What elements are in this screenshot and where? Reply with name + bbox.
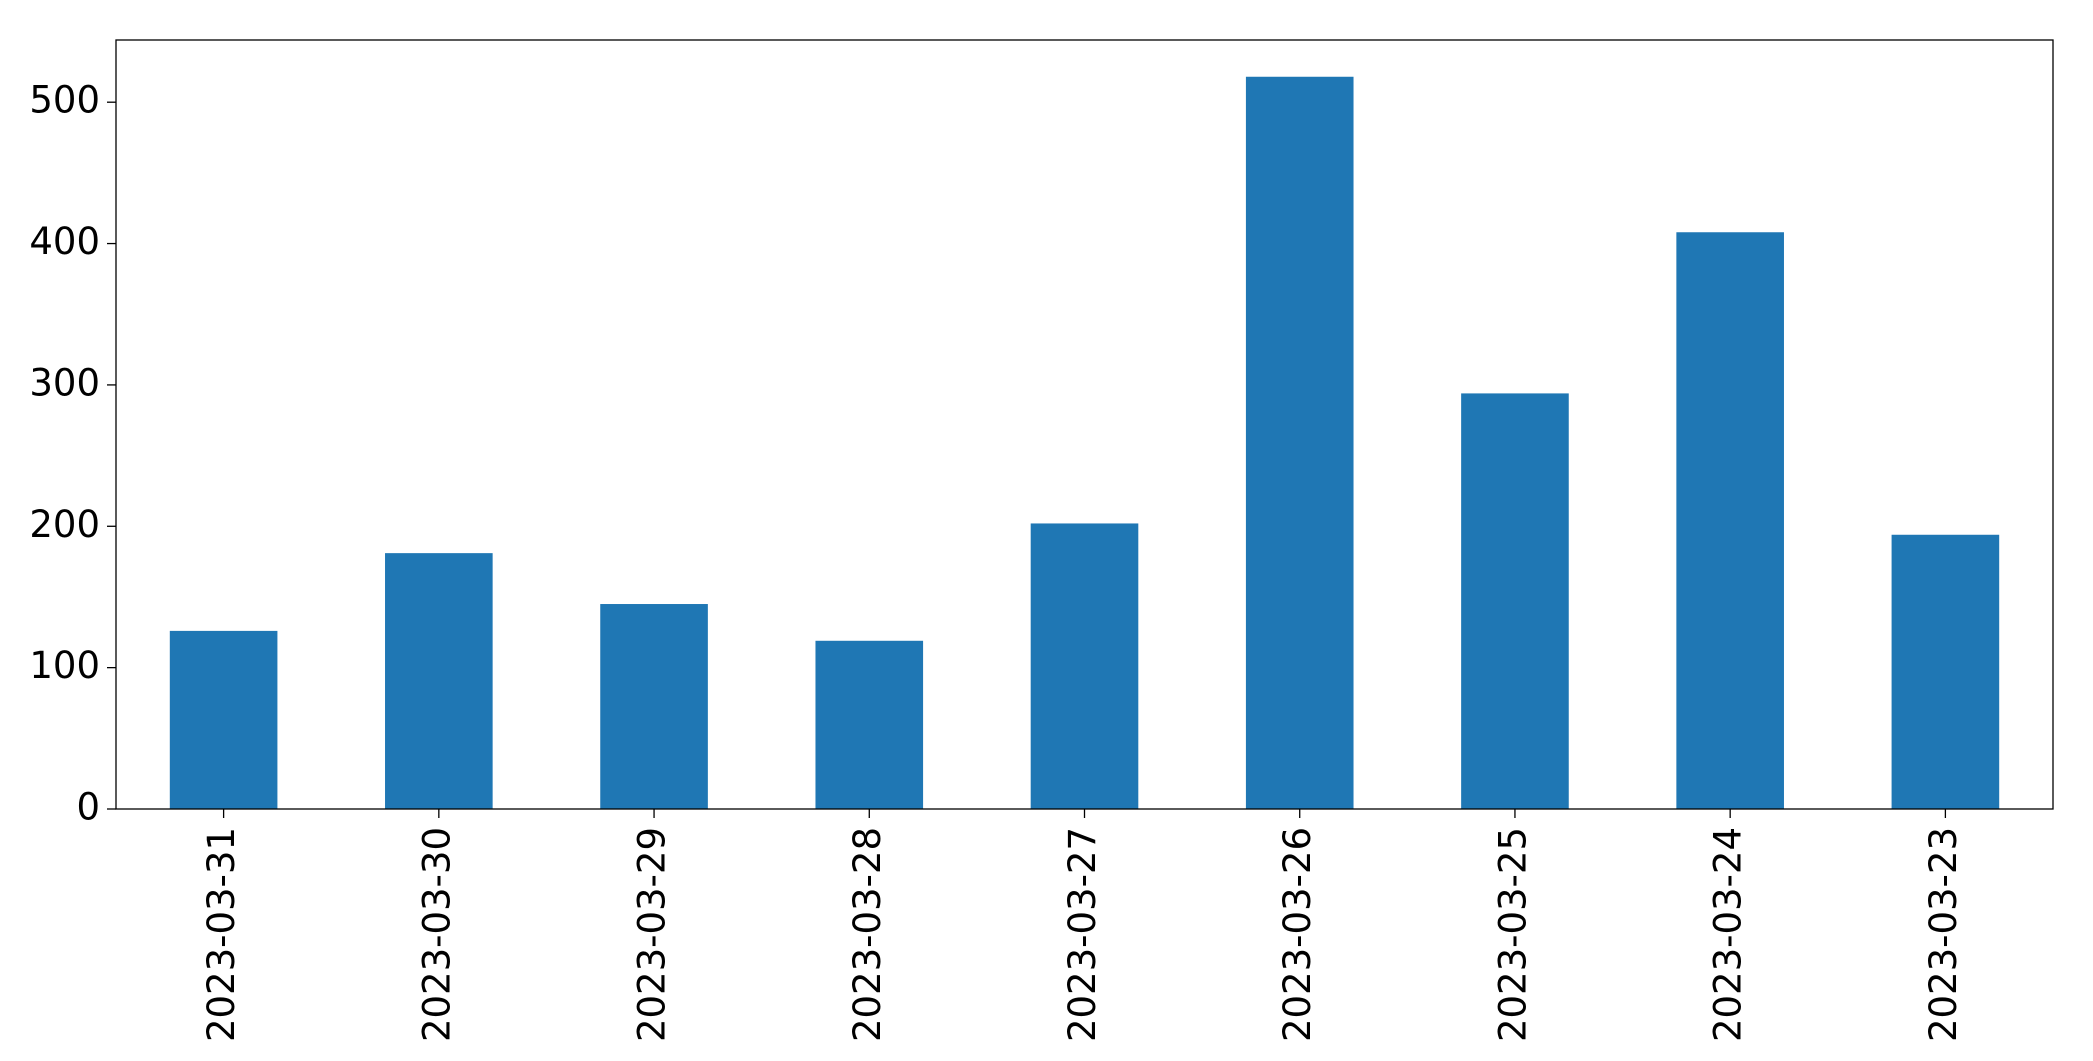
x-tick-label: 2023-03-31 [200,827,243,1042]
x-tick-label: 2023-03-25 [1491,827,1534,1042]
bar [1245,76,1354,810]
bar [1030,523,1139,809]
x-tick-label: 2023-03-26 [1276,827,1319,1042]
bar [169,630,278,809]
x-tick-label: 2023-03-23 [1922,827,1965,1042]
y-tick-label: 300 [29,361,100,404]
y-tick-label: 200 [29,503,100,546]
bar [1461,393,1569,809]
bar [385,553,493,809]
x-tick-label: 2023-03-28 [846,827,889,1042]
x-tick-label: 2023-03-24 [1707,827,1750,1042]
bar [600,604,708,809]
bar [1676,232,1784,809]
bar [815,640,924,809]
plot-frame [115,39,2054,810]
bar [1891,534,2000,809]
x-tick-label: 2023-03-30 [415,827,458,1042]
y-tick-label: 100 [29,644,100,687]
x-tick-label: 2023-03-27 [1061,827,1104,1042]
y-tick-label: 400 [29,220,100,263]
y-tick-label: 500 [29,79,100,122]
y-tick-label: 0 [76,786,100,829]
x-tick-label: 2023-03-29 [631,827,674,1042]
